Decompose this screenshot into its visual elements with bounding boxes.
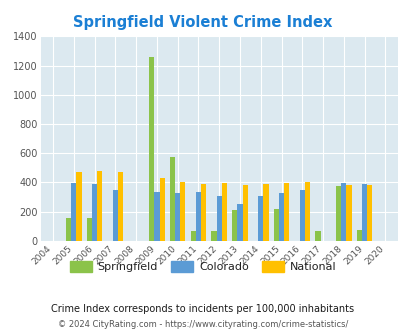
Bar (335, 186, 341, 241)
Bar (278, 193, 284, 241)
Bar (237, 204, 242, 241)
Bar (356, 230, 361, 241)
Bar (299, 190, 304, 241)
Bar (113, 190, 118, 241)
Bar (221, 183, 226, 241)
Text: Springfield Violent Crime Index: Springfield Violent Crime Index (73, 15, 332, 30)
Bar (180, 182, 185, 241)
Bar (66, 218, 71, 241)
Bar (76, 172, 81, 241)
Bar (118, 172, 123, 241)
Bar (242, 185, 247, 241)
Bar (304, 182, 309, 241)
Bar (154, 192, 159, 241)
Bar (149, 57, 154, 241)
Bar (200, 184, 206, 241)
Bar (71, 183, 76, 241)
Bar (258, 196, 263, 241)
Bar (195, 192, 200, 241)
Bar (211, 231, 216, 241)
Bar (87, 218, 92, 241)
Bar (92, 184, 97, 241)
Bar (263, 184, 268, 241)
Bar (273, 209, 278, 241)
Bar (169, 157, 175, 241)
Bar (341, 183, 345, 241)
Bar (190, 231, 195, 241)
Bar (97, 172, 102, 241)
Bar (367, 185, 371, 241)
Bar (361, 184, 367, 241)
Text: Crime Index corresponds to incidents per 100,000 inhabitants: Crime Index corresponds to incidents per… (51, 304, 354, 314)
Bar (232, 210, 237, 241)
Bar (159, 178, 164, 241)
Text: © 2024 CityRating.com - https://www.cityrating.com/crime-statistics/: © 2024 CityRating.com - https://www.city… (58, 319, 347, 329)
Bar (175, 193, 180, 241)
Bar (315, 231, 320, 241)
Legend: Springfield, Colorado, National: Springfield, Colorado, National (65, 257, 340, 277)
Bar (345, 185, 351, 241)
Bar (284, 183, 289, 241)
Bar (216, 196, 221, 241)
